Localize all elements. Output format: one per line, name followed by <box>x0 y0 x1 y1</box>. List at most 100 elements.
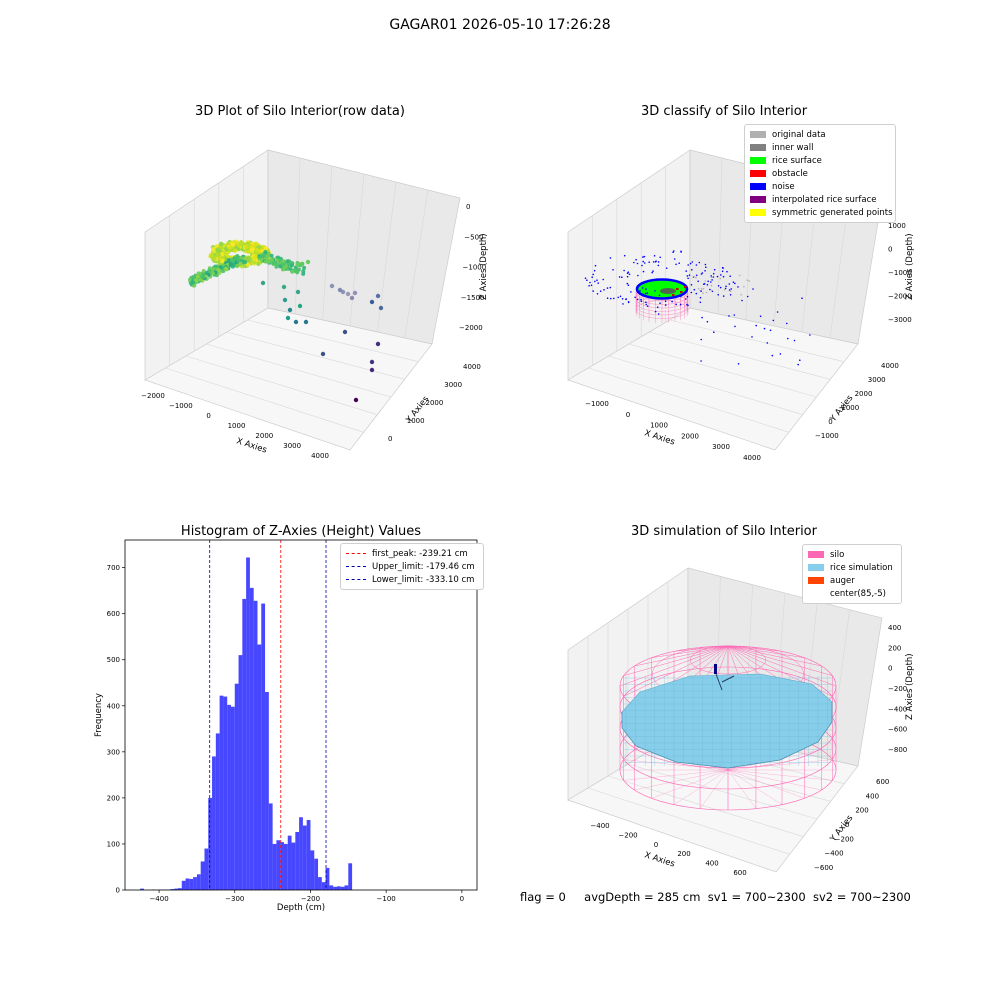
original-point <box>702 292 704 294</box>
data-point <box>201 272 206 277</box>
data-point <box>220 263 225 268</box>
noise-point <box>752 288 754 290</box>
noise-point <box>686 295 689 298</box>
original-point <box>748 280 750 282</box>
data-point <box>225 243 230 248</box>
data-point <box>252 261 257 266</box>
data-point <box>233 260 239 265</box>
data-point <box>262 259 267 263</box>
silo-floor-line <box>727 731 757 771</box>
data-point <box>212 272 217 277</box>
data-point <box>218 243 223 249</box>
y-tick-label: 4000 <box>881 362 899 370</box>
noise-point <box>710 275 712 277</box>
data-point <box>245 248 250 253</box>
noise-point <box>719 286 722 289</box>
data-point <box>222 246 227 251</box>
noise-point <box>691 269 693 271</box>
panel4-grid <box>587 576 850 855</box>
data-point <box>234 244 240 249</box>
data-point <box>219 249 225 255</box>
data-point <box>241 243 246 248</box>
data-point <box>193 280 198 285</box>
data-point <box>251 246 256 251</box>
z-tick-label: −1000 <box>888 269 912 277</box>
noise-point <box>651 271 653 274</box>
outlier-point <box>345 291 351 297</box>
noise-point <box>732 281 735 284</box>
data-point <box>215 265 220 270</box>
x-tick-label: 600 <box>733 869 746 877</box>
data-point <box>237 259 243 264</box>
data-point <box>221 254 226 259</box>
data-point <box>253 251 258 257</box>
histogram-bar <box>200 861 205 890</box>
noise-point <box>594 264 597 267</box>
silo-floor-line <box>673 769 729 805</box>
data-point <box>271 261 276 266</box>
noise-point <box>699 301 702 304</box>
data-point <box>281 266 285 271</box>
histogram-bar <box>344 885 349 890</box>
data-point <box>281 265 286 269</box>
data-point <box>223 259 228 264</box>
data-point <box>257 254 262 259</box>
panel4-legend: silo rice simulation auger center(85,-5) <box>802 544 902 604</box>
data-point <box>242 255 248 260</box>
data-point <box>212 255 218 260</box>
data-point <box>214 249 219 254</box>
data-point <box>214 250 220 256</box>
noise-point <box>793 339 796 342</box>
histogram-bar <box>234 683 239 890</box>
data-point <box>259 254 264 259</box>
noise-point <box>801 297 803 300</box>
noise-point <box>699 296 702 299</box>
legend-label: first_peak: -239.21 cm <box>372 548 468 559</box>
noise-point <box>779 353 782 355</box>
histogram-bar <box>310 850 315 890</box>
data-point <box>263 251 268 256</box>
noise-point <box>799 359 801 362</box>
noise-point <box>642 256 644 258</box>
data-point <box>233 258 238 263</box>
rice-edge <box>621 702 833 769</box>
original-point <box>729 290 732 293</box>
data-point <box>254 254 259 259</box>
data-point <box>259 250 264 255</box>
data-point <box>245 260 251 265</box>
noise-point <box>640 298 642 301</box>
data-point <box>211 248 217 254</box>
data-point <box>249 258 254 263</box>
data-point <box>209 253 214 258</box>
data-point <box>222 255 227 261</box>
legend-label: interpolated rice surface <box>772 194 877 205</box>
noise-point <box>721 266 724 269</box>
data-point <box>228 244 233 250</box>
data-point <box>254 248 259 253</box>
data-point <box>255 247 261 252</box>
legend-swatch <box>808 551 824 558</box>
noise-point <box>690 284 693 286</box>
data-point <box>250 249 255 254</box>
data-point <box>213 264 218 269</box>
data-point <box>220 258 225 264</box>
histogram-bar <box>268 803 273 890</box>
legend-swatch <box>750 196 766 203</box>
data-point <box>261 249 266 254</box>
noise-point <box>687 304 689 307</box>
noise-point <box>689 262 692 265</box>
data-point <box>254 246 260 251</box>
noise-point <box>772 319 775 322</box>
auger-mark <box>721 675 735 683</box>
panel3-title: Histogram of Z-Axies (Height) Values <box>180 524 422 539</box>
data-point <box>236 256 241 260</box>
data-point <box>252 242 257 247</box>
data-point <box>245 241 251 247</box>
data-point <box>243 260 248 265</box>
histogram-bar <box>253 600 258 890</box>
data-point <box>214 251 219 257</box>
data-point <box>258 245 263 251</box>
histogram-bar <box>140 888 144 890</box>
original-point <box>705 291 708 294</box>
noise-point <box>659 256 661 259</box>
